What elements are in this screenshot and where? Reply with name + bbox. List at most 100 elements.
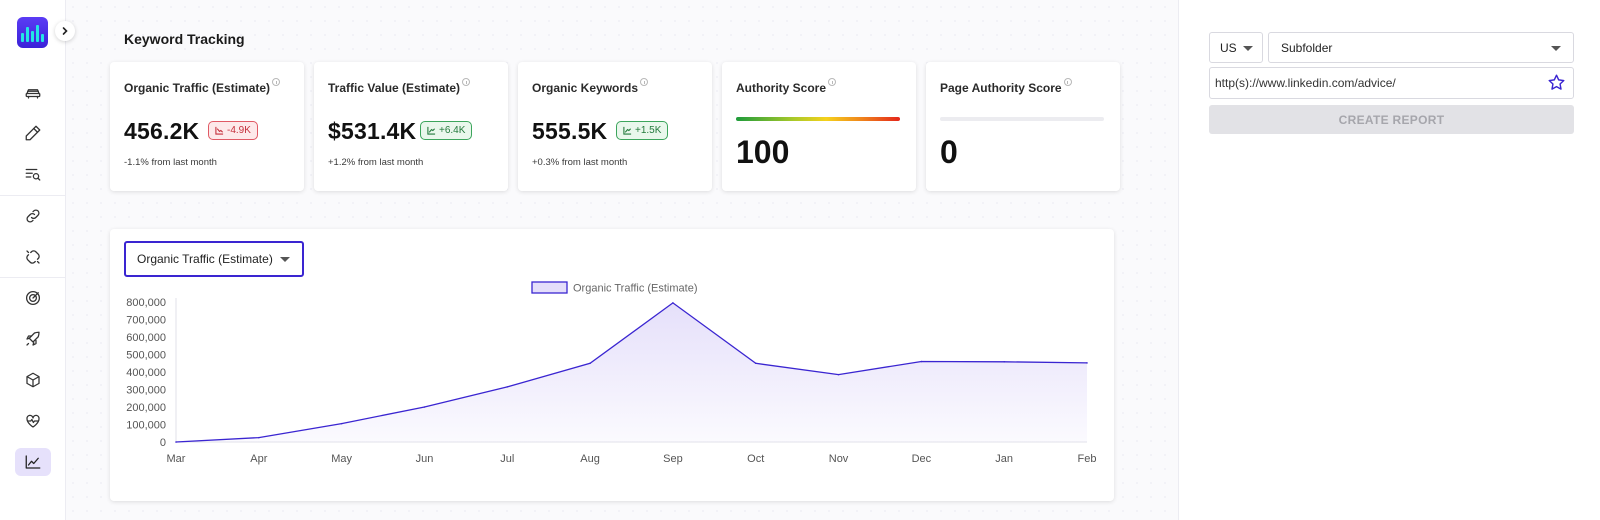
data-point xyxy=(672,302,674,304)
sidebar-item-car[interactable] xyxy=(15,78,51,106)
info-icon[interactable] xyxy=(462,78,471,86)
data-point xyxy=(1086,362,1088,364)
sidebar-item-trend[interactable] xyxy=(15,448,51,476)
card-label: Page Authority Score xyxy=(940,78,1072,95)
sidebar-collapse-button[interactable] xyxy=(55,21,75,41)
sidebar-divider xyxy=(0,195,66,196)
card-subtext: -1.1% from last month xyxy=(124,157,217,168)
sidebar-divider xyxy=(0,277,66,278)
card-value: 555.5K xyxy=(532,118,608,144)
app-logo[interactable] xyxy=(17,17,48,48)
y-tick-label: 100,000 xyxy=(126,420,166,432)
x-tick-label: Apr xyxy=(250,453,267,465)
x-tick-label: Oct xyxy=(747,453,764,465)
page-title: Keyword Tracking xyxy=(124,31,245,47)
sidebar-item-target[interactable] xyxy=(15,284,51,312)
sidebar-item-heart-pulse[interactable] xyxy=(15,407,51,435)
info-icon[interactable] xyxy=(640,78,649,86)
url-input[interactable] xyxy=(1209,67,1574,99)
data-point xyxy=(340,422,343,425)
card-subtext: +1.2% from last month xyxy=(328,157,424,168)
metric-card-traffic-value: Traffic Value (Estimate) $531.4K +6.4K +… xyxy=(314,62,508,191)
traffic-area-chart: 800,000 700,000 600,000 500,000 400,000 300,0… xyxy=(126,281,1097,465)
rocket-icon xyxy=(26,331,40,346)
metric-card-organic-traffic: Organic Traffic (Estimate) 456.2K -4.9K … xyxy=(110,62,304,191)
delta-badge: +1.5K xyxy=(616,121,669,140)
sidebar xyxy=(0,0,66,520)
series-line xyxy=(175,302,1088,443)
legend-swatch xyxy=(531,281,568,294)
card-label: Organic Traffic (Estimate) xyxy=(124,78,281,95)
data-point xyxy=(175,441,177,443)
target-icon xyxy=(25,290,41,306)
x-tick-label: Sep xyxy=(663,453,683,465)
y-tick-label: 600,000 xyxy=(126,332,166,344)
star-icon[interactable] xyxy=(1547,73,1566,92)
traffic-chart-card: Organic Traffic (Estimate) 800,000 700,00… xyxy=(110,229,1114,501)
x-tick-label: Nov xyxy=(829,453,849,465)
sidebar-item-cube[interactable] xyxy=(15,366,51,394)
data-point xyxy=(506,386,509,388)
trend-down-icon xyxy=(215,126,224,135)
series-area xyxy=(176,302,1087,442)
card-label: Traffic Value (Estimate) xyxy=(328,78,471,95)
trend-up-icon xyxy=(427,126,436,135)
heart-pulse-icon xyxy=(26,414,40,428)
data-point xyxy=(589,362,591,365)
y-tick-label: 800,000 xyxy=(126,297,166,309)
data-point xyxy=(754,362,757,365)
card-value: 0 xyxy=(940,134,958,170)
x-tick-label: Feb xyxy=(1078,453,1097,465)
legend-label: Organic Traffic (Estimate) xyxy=(573,283,698,295)
x-tick-label: May xyxy=(331,453,352,465)
data-point xyxy=(423,406,426,408)
chevron-right-icon xyxy=(62,27,68,35)
chevron-down-icon xyxy=(1551,46,1561,51)
y-tick-label: 700,000 xyxy=(126,315,166,327)
broken-link-icon xyxy=(26,250,40,264)
cube-icon xyxy=(26,372,40,388)
link-icon xyxy=(26,209,40,223)
pencil-icon xyxy=(25,125,41,141)
sidebar-item-rocket[interactable] xyxy=(15,325,51,353)
authority-score-gauge xyxy=(736,117,900,121)
right-panel: US Subfolder CREATE REPORT xyxy=(1178,0,1600,520)
x-tick-label: Jan xyxy=(995,453,1013,465)
x-tick-label: Aug xyxy=(580,453,600,465)
chevron-down-icon xyxy=(280,257,290,262)
metric-card-page-authority-score: Page Authority Score 0 xyxy=(926,62,1120,191)
card-label: Authority Score xyxy=(736,78,837,95)
sidebar-item-pencil[interactable] xyxy=(15,119,51,147)
card-value: 100 xyxy=(736,134,790,170)
data-point xyxy=(1003,361,1005,363)
sidebar-item-broken-link[interactable] xyxy=(15,243,51,271)
x-tick-label: Jul xyxy=(500,453,514,465)
metric-select[interactable]: Organic Traffic (Estimate) xyxy=(124,241,304,277)
info-icon[interactable] xyxy=(828,78,837,86)
trend-chart-icon xyxy=(25,455,41,469)
y-tick-label: 400,000 xyxy=(126,367,166,379)
create-report-button[interactable]: CREATE REPORT xyxy=(1209,105,1574,134)
x-tick-label: Dec xyxy=(912,453,932,465)
y-tick-label: 0 xyxy=(160,437,166,449)
page-authority-gauge xyxy=(940,117,1104,121)
data-point xyxy=(920,360,923,363)
x-tick-label: Mar xyxy=(167,453,186,465)
info-icon[interactable] xyxy=(272,78,281,86)
card-label: Organic Keywords xyxy=(532,78,649,95)
car-icon xyxy=(25,89,41,99)
delta-badge: -4.9K xyxy=(208,121,258,140)
card-value: 456.2K xyxy=(124,118,200,144)
info-icon[interactable] xyxy=(1063,78,1072,86)
y-tick-label: 500,000 xyxy=(126,350,166,362)
trend-up-icon xyxy=(623,126,632,135)
card-subtext: +0.3% from last month xyxy=(532,157,628,168)
metric-card-authority-score: Authority Score 100 xyxy=(722,62,916,191)
mode-select[interactable]: Subfolder xyxy=(1268,32,1574,63)
card-value: $531.4K xyxy=(328,118,417,144)
country-select[interactable]: US xyxy=(1209,32,1263,63)
sidebar-item-list-search[interactable] xyxy=(15,160,51,188)
data-point xyxy=(258,436,260,439)
y-tick-label: 200,000 xyxy=(126,402,166,414)
sidebar-item-link[interactable] xyxy=(15,202,51,230)
